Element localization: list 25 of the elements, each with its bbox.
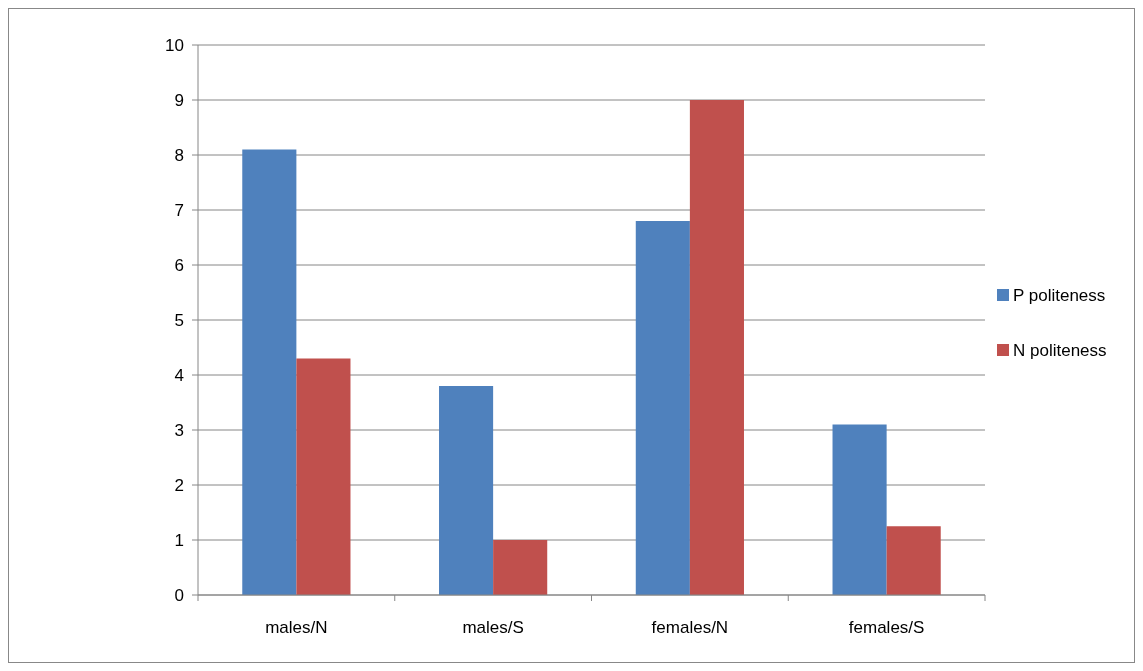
bar	[242, 149, 297, 595]
y-tick-label: 4	[174, 365, 184, 385]
legend-label: P politeness	[1013, 285, 1106, 305]
bar	[886, 526, 941, 595]
legend-label: N politeness	[1013, 340, 1107, 360]
y-tick-label: 2	[174, 475, 184, 495]
x-tick-label: females/N	[651, 618, 729, 637]
y-tick-label: 8	[174, 145, 184, 165]
bar	[635, 221, 690, 595]
bar	[493, 540, 548, 595]
y-tick-label: 1	[174, 530, 184, 550]
y-tick-label: 7	[174, 200, 184, 220]
y-tick-label: 6	[174, 255, 184, 275]
y-tick-label: 3	[174, 420, 184, 440]
x-tick-label: males/N	[265, 618, 328, 637]
x-tick-label: females/S	[848, 618, 925, 637]
x-tick-label: males/S	[462, 618, 524, 637]
bar	[296, 358, 351, 595]
bar	[689, 100, 744, 595]
y-tick-label: 5	[174, 310, 184, 330]
bar	[832, 424, 887, 595]
y-tick-label: 10	[165, 35, 184, 55]
y-tick-label: 0	[174, 585, 184, 605]
bar	[439, 386, 494, 595]
y-tick-label: 9	[174, 90, 184, 110]
